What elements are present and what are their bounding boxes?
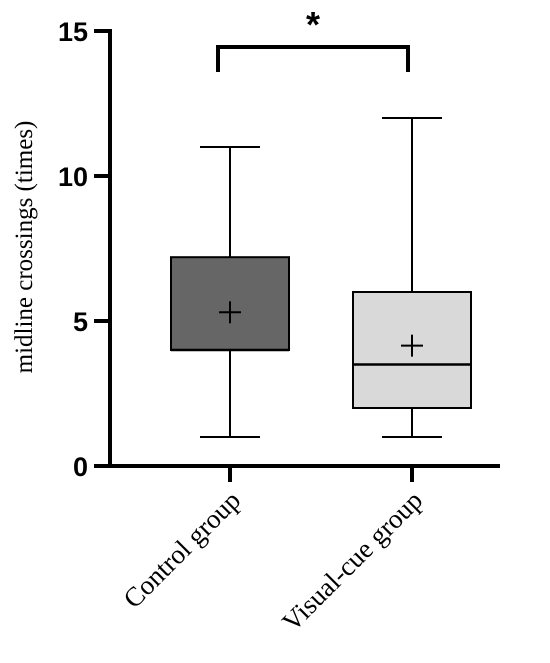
box-1: [170, 146, 290, 438]
box-2: [352, 117, 472, 438]
significance-bracket: *: [216, 4, 410, 72]
boxes: [170, 117, 472, 438]
bracket-line: [216, 45, 410, 72]
y-tick-label: 15: [58, 17, 88, 47]
y-tick-label: 0: [73, 452, 88, 482]
x-tick-label: Visual-cue group: [276, 485, 428, 637]
y-tick-label: 5: [73, 307, 88, 337]
x-tick-label: Control group: [117, 485, 246, 614]
significance-label: *: [306, 4, 320, 45]
y-tick-label: 10: [58, 162, 88, 192]
y-axis-label: midline crossings (times): [11, 121, 38, 374]
